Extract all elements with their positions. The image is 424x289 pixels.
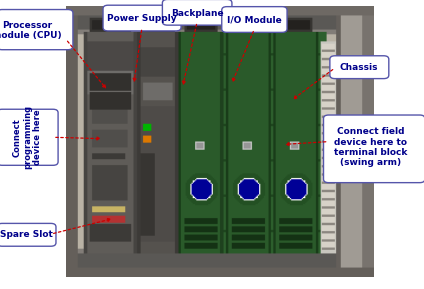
FancyBboxPatch shape (0, 109, 58, 165)
Text: I/O Module: I/O Module (227, 16, 282, 25)
Text: Connect
programming
device here: Connect programming device here (13, 105, 42, 169)
Text: Backplane: Backplane (171, 8, 223, 18)
FancyBboxPatch shape (162, 0, 232, 25)
FancyBboxPatch shape (330, 56, 389, 79)
Text: Spare Slot: Spare Slot (0, 229, 53, 239)
FancyBboxPatch shape (222, 7, 287, 32)
FancyBboxPatch shape (0, 223, 56, 246)
FancyBboxPatch shape (324, 115, 424, 183)
FancyBboxPatch shape (0, 10, 73, 50)
Text: Power Supply: Power Supply (107, 14, 177, 23)
Text: Chassis: Chassis (339, 63, 377, 73)
Text: Connect field
device here to
terminal block
(swing arm): Connect field device here to terminal bl… (334, 127, 408, 168)
Text: Processor
module (CPU): Processor module (CPU) (0, 21, 61, 40)
FancyBboxPatch shape (103, 5, 181, 31)
